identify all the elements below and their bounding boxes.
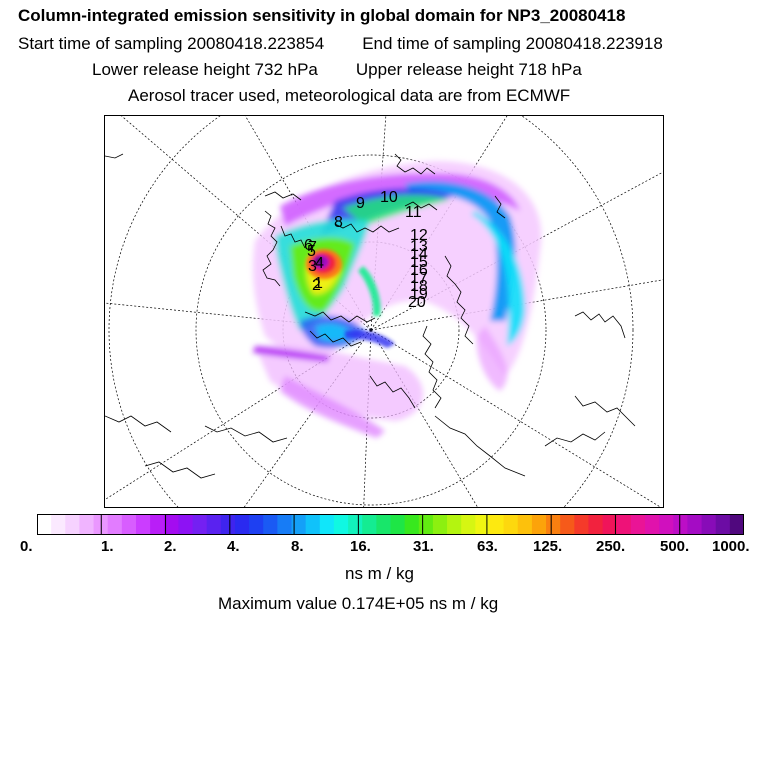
colorbar-swatch xyxy=(164,514,179,535)
colorbar-swatch xyxy=(263,514,278,535)
colorbar-swatch xyxy=(574,514,590,535)
colorbar-swatch xyxy=(503,514,519,535)
coastlines xyxy=(105,153,636,479)
colorbar-tick: 16. xyxy=(350,538,371,555)
colorbar-swatch xyxy=(701,514,717,535)
tracer-info: Aerosol tracer used, meteorological data… xyxy=(128,86,571,105)
colorbar-swatch xyxy=(489,514,505,535)
lower-release-height: Lower release height 732 hPa xyxy=(92,60,318,79)
end-time: End time of sampling 20080418.223918 xyxy=(362,34,663,53)
colorbar-swatch xyxy=(192,514,208,535)
colorbar-swatch xyxy=(206,514,222,535)
colorbar-swatch xyxy=(362,514,377,535)
colorbar-swatch xyxy=(673,514,689,535)
colorbar-swatch xyxy=(588,514,604,535)
colorbar-swatch xyxy=(305,514,321,535)
colorbar-swatch xyxy=(630,514,646,535)
colorbar-tick: 1000. xyxy=(712,538,750,555)
colorbar-swatch xyxy=(135,514,151,535)
colorbar-swatch xyxy=(418,514,434,535)
day-label: 7 xyxy=(308,239,317,256)
colorbar-swatch xyxy=(319,514,335,535)
colorbar-tick: 4. xyxy=(227,538,240,555)
day-label: 19 xyxy=(410,286,428,303)
upper-release-height: Upper release height 718 hPa xyxy=(355,60,582,79)
day-label: 14 xyxy=(410,246,428,263)
colorbar-swatch xyxy=(51,514,66,535)
colorbar xyxy=(37,514,745,535)
colorbar-swatch xyxy=(546,514,561,535)
day-label: 5 xyxy=(307,243,316,260)
colorbar-swatch xyxy=(121,514,137,535)
colorbar-swatch xyxy=(291,514,307,535)
colorbar-swatch xyxy=(234,514,250,535)
day-label: 8 xyxy=(334,214,343,231)
colorbar-swatch xyxy=(37,514,52,535)
day-label: 11 xyxy=(405,204,422,221)
day-label: 2 xyxy=(312,277,321,294)
day-label: 15 xyxy=(410,254,428,271)
colorbar-swatch xyxy=(602,514,618,535)
day-label: 17 xyxy=(410,270,428,287)
colorbar-tick: 63. xyxy=(477,538,498,555)
day-label: 18 xyxy=(410,278,428,295)
colorbar-swatch xyxy=(659,514,674,535)
colorbar-tick: 0. xyxy=(20,538,33,555)
start-time: Start time of sampling 20080418.223854 xyxy=(18,34,325,53)
colorbar-border xyxy=(37,514,744,535)
colorbar-tick: 8. xyxy=(291,538,304,555)
day-label: 9 xyxy=(356,195,365,212)
colorbar-swatch xyxy=(715,514,731,535)
colorbar-swatch xyxy=(79,514,95,535)
colorbar-tick: 250. xyxy=(596,538,626,555)
maximum-value: Maximum value 0.174E+05 ns m / kg xyxy=(218,594,499,613)
colorbar-swatch xyxy=(432,514,448,535)
colorbar-swatch xyxy=(277,514,293,535)
colorbar-ticks: 0. 1. 2. 4. 8. 16. 31. 63. 125. 250. 500… xyxy=(0,538,768,558)
colorbar-tick: 500. xyxy=(660,538,690,555)
colorbar-swatch xyxy=(178,514,194,535)
day-label: 20 xyxy=(408,294,426,311)
colorbar-swatch xyxy=(560,514,575,535)
colorbar-swatch xyxy=(404,514,420,535)
colorbar-tick: 1. xyxy=(101,538,114,555)
colorbar-units: ns m / kg xyxy=(345,564,414,583)
sensitivity-map: 1 2 3 4 5 6 7 8 9 10 11 12 13 14 15 16 1… xyxy=(104,115,664,508)
day-label: 6 xyxy=(304,237,313,254)
colorbar-swatch xyxy=(249,514,264,535)
colorbar-swatch xyxy=(376,514,392,535)
colorbar-swatch xyxy=(348,514,363,535)
day-label: 12 xyxy=(410,227,428,244)
colorbar-swatch xyxy=(531,514,547,535)
day-label: 4 xyxy=(315,255,324,272)
day-label: 10 xyxy=(380,189,398,206)
colorbar-swatch xyxy=(65,514,81,535)
colorbar-swatch xyxy=(687,514,703,535)
colorbar-swatch xyxy=(220,514,236,535)
sensitivity-field xyxy=(253,161,542,438)
colorbar-swatch xyxy=(447,514,462,535)
colorbar-swatch xyxy=(645,514,660,535)
colorbar-swatch xyxy=(461,514,476,535)
sampling-times: Start time of sampling 20080418.223854 En… xyxy=(18,34,663,54)
colorbar-tick: 2. xyxy=(164,538,177,555)
day-label: 13 xyxy=(410,238,428,255)
day-label: 16 xyxy=(410,262,428,279)
plot-title: Column-integrated emission sensitivity i… xyxy=(18,6,626,25)
colorbar-swatch xyxy=(517,514,533,535)
day-label: 3 xyxy=(308,258,317,275)
colorbar-tick: 31. xyxy=(413,538,434,555)
colorbar-tick: 125. xyxy=(533,538,563,555)
colorbar-swatch xyxy=(150,514,165,535)
colorbar-swatch xyxy=(333,514,349,535)
colorbar-swatch xyxy=(390,514,406,535)
colorbar-swatch xyxy=(729,514,745,535)
release-heights: Lower release height 732 hPa Upper releas… xyxy=(92,60,582,80)
colorbar-swatch xyxy=(107,514,123,535)
colorbar-swatch xyxy=(475,514,491,535)
colorbar-swatch xyxy=(616,514,632,535)
day-label: 1 xyxy=(314,275,323,292)
day-labels: 1 2 3 4 5 6 7 8 9 10 11 12 13 14 15 16 1… xyxy=(304,189,428,311)
